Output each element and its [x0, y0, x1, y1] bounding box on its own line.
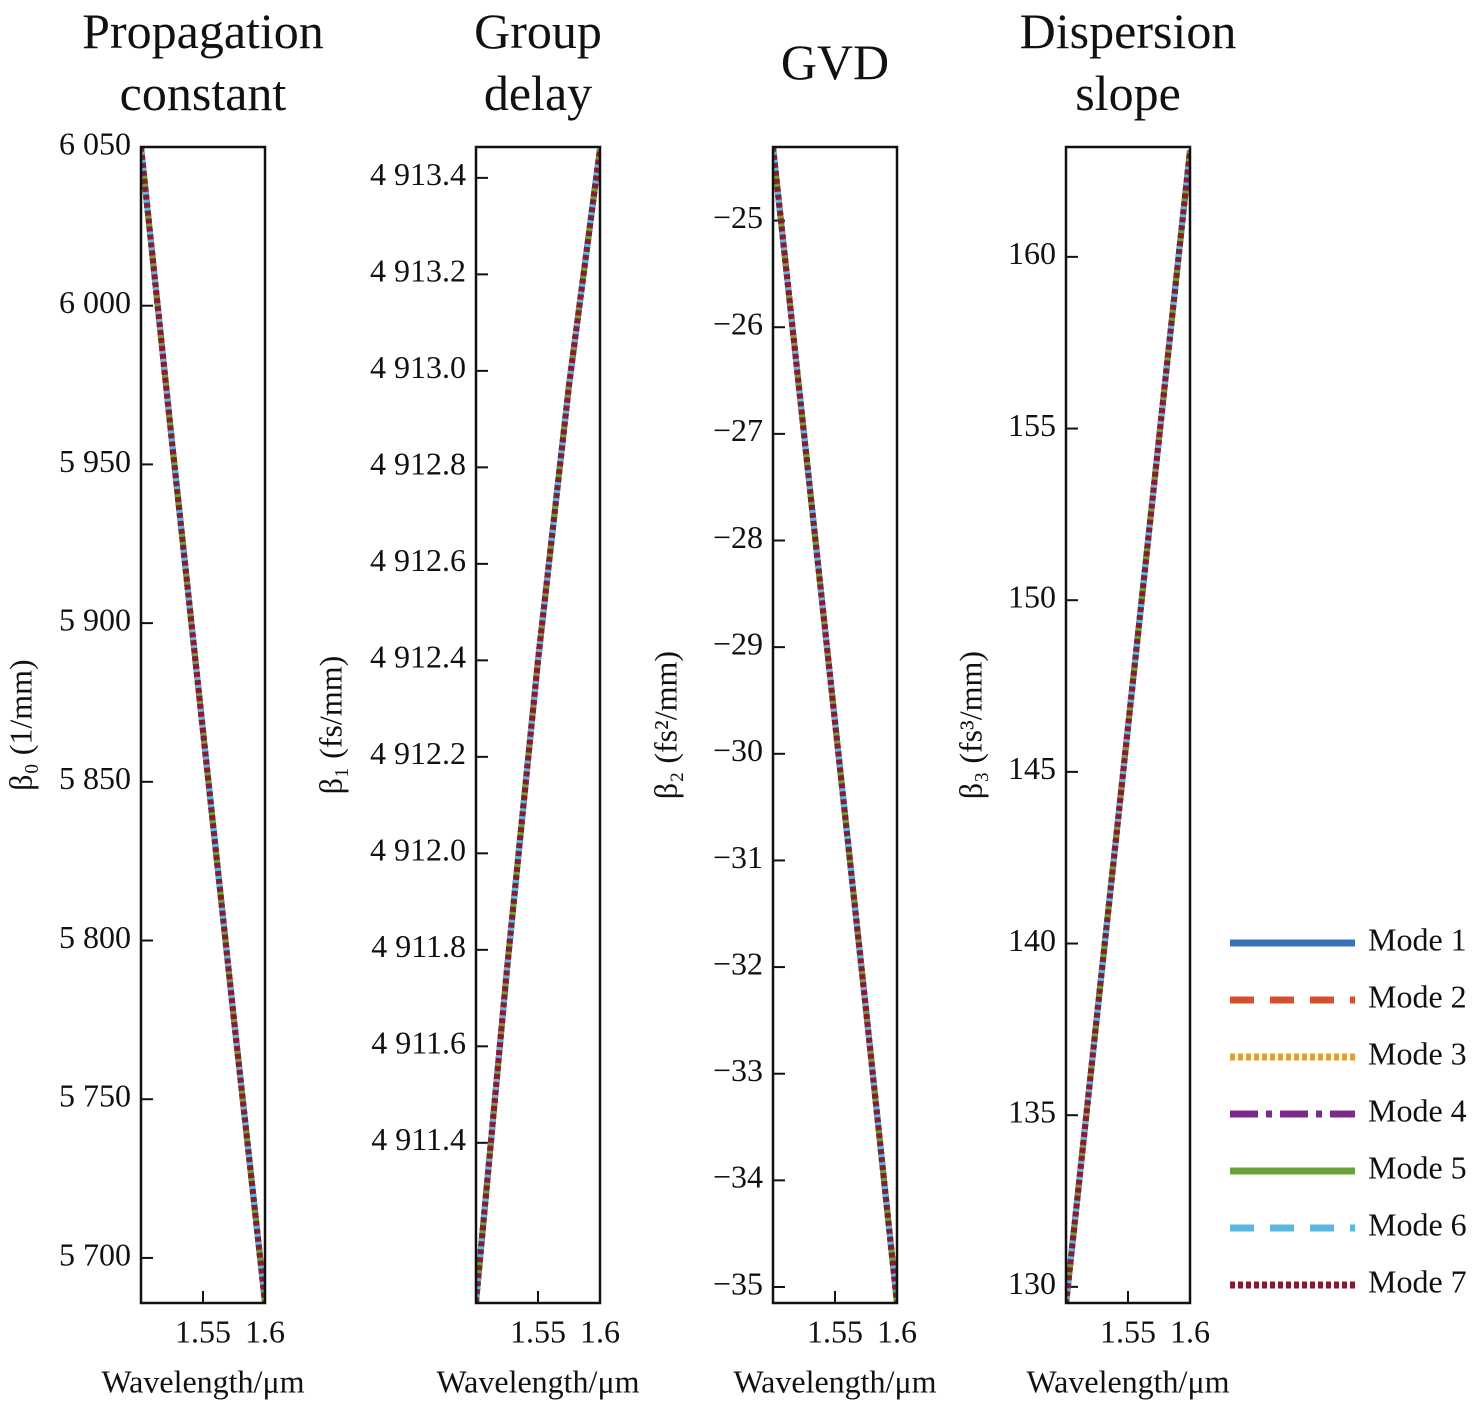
y-tick-label: 4 912.6	[370, 542, 466, 578]
y-tick-label: −32	[713, 945, 763, 981]
plot-frame	[474, 145, 602, 1305]
x-axis-label: Wavelength/μm	[102, 1363, 305, 1399]
legend-label: Mode 7	[1368, 1263, 1467, 1299]
x-tick-label: 1.6	[1170, 1313, 1210, 1349]
x-tick-label: 1.6	[245, 1313, 285, 1349]
y-tick-label: 140	[1008, 922, 1056, 958]
y-tick-label: 4 912.2	[370, 735, 466, 771]
y-tick-label: −25	[713, 199, 763, 235]
y-tick-label: −29	[713, 625, 763, 661]
subplot-title: Dispersion slope	[1019, 3, 1237, 121]
y-tick-label: 4 913.4	[370, 156, 466, 192]
series-line: Mode 7	[773, 147, 897, 1303]
y-tick-label: 5 850	[59, 760, 131, 796]
plot-frame	[1064, 145, 1192, 1305]
subplot-title: Propagation constant	[82, 3, 324, 121]
y-tick-label: 130	[1008, 1265, 1056, 1301]
x-axis-label: Wavelength/μm	[437, 1363, 640, 1399]
y-tick-label: 4 911.6	[371, 1025, 466, 1061]
y-axis-label: β₀ (1/mm)	[2, 659, 38, 790]
x-tick-label: 1.55	[807, 1313, 863, 1349]
x-axis-label: Wavelength/μm	[1027, 1363, 1230, 1399]
y-tick-label: −27	[713, 412, 763, 448]
series-line: Mode 6	[476, 148, 600, 1303]
y-tick-label: 4 912.0	[370, 832, 466, 868]
series-line: Mode 7	[141, 147, 265, 1303]
y-tick-label: −35	[713, 1265, 763, 1301]
legend-label: Mode 2	[1368, 978, 1467, 1014]
subplot-title: Group delay	[474, 3, 602, 121]
y-tick-label: 4 913.0	[370, 349, 466, 385]
y-tick-label: 150	[1008, 579, 1056, 615]
x-tick-label: 1.6	[877, 1313, 917, 1349]
y-tick-label: 5 750	[59, 1078, 131, 1114]
y-tick-label: 4 912.8	[370, 446, 466, 482]
y-tick-label: 155	[1008, 407, 1056, 443]
y-tick-label: 135	[1008, 1094, 1056, 1130]
y-axis-label: β₁ (fs/mm)	[312, 656, 348, 795]
y-tick-label: 5 900	[59, 601, 131, 637]
x-tick-label: 1.55	[175, 1313, 231, 1349]
y-tick-label: 4 911.8	[371, 928, 466, 964]
series-line: Mode 7	[476, 148, 600, 1303]
x-tick-label: 1.6	[580, 1313, 620, 1349]
y-axis-label: β₂ (fs²/mm)	[647, 651, 683, 799]
legend-label: Mode 6	[1368, 1206, 1467, 1242]
y-tick-label: −26	[713, 306, 763, 342]
y-tick-label: 145	[1008, 750, 1056, 786]
y-tick-label: 5 800	[59, 919, 131, 955]
series-line	[1066, 150, 1190, 1303]
legend-label: Mode 5	[1368, 1149, 1467, 1185]
plot-frame	[139, 145, 267, 1305]
y-tick-label: 4 911.4	[371, 1121, 466, 1157]
y-tick-label: 4 912.4	[370, 639, 466, 675]
y-tick-label: 160	[1008, 235, 1056, 271]
y-tick-label: 5 700	[59, 1236, 131, 1272]
y-axis-label: β₃ (fs³/mm)	[952, 651, 988, 799]
x-axis-label: Wavelength/μm	[734, 1363, 937, 1399]
x-tick-label: 1.55	[510, 1313, 566, 1349]
y-tick-label: −28	[713, 519, 763, 555]
legend-label: Mode 4	[1368, 1092, 1467, 1128]
y-tick-label: 6 000	[59, 284, 131, 320]
y-tick-label: −30	[713, 732, 763, 768]
y-tick-label: 6 050	[59, 125, 131, 161]
y-tick-label: 4 913.2	[370, 253, 466, 289]
legend-label: Mode 3	[1368, 1035, 1467, 1071]
y-tick-label: 5 950	[59, 443, 131, 479]
y-tick-label: −33	[713, 1052, 763, 1088]
legend-label: Mode 1	[1368, 921, 1467, 957]
y-tick-label: −31	[713, 839, 763, 875]
y-tick-label: −34	[713, 1159, 763, 1195]
subplot-title: GVD	[780, 34, 890, 90]
plot-lines	[1066, 150, 1190, 1303]
x-tick-label: 1.55	[1100, 1313, 1156, 1349]
plot-frame	[771, 145, 899, 1305]
